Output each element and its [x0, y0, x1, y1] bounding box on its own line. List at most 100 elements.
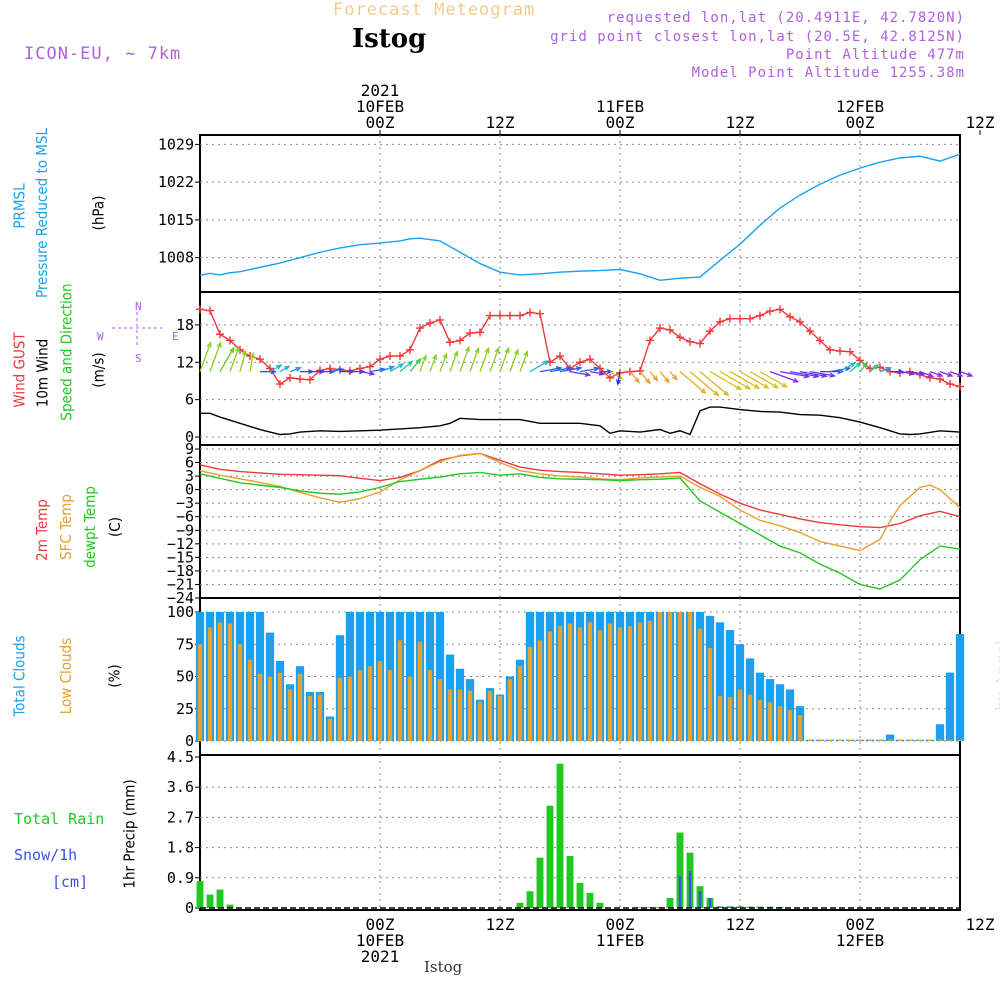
- gust-point: [696, 339, 704, 348]
- low-cloud-bar: [317, 694, 323, 741]
- ytick-label-clouds: 25: [176, 700, 194, 718]
- rain-bar: [636, 907, 644, 908]
- wind-arrow: [389, 363, 404, 373]
- ytick-label-temperature: −21: [167, 575, 194, 593]
- wind-arrow: [749, 371, 779, 389]
- wind-arrow-head: [484, 346, 490, 354]
- ytick-label-temperature: −3: [176, 494, 194, 512]
- wind-arrow: [239, 350, 247, 372]
- low-cloud-bar: [497, 695, 503, 741]
- low-cloud-bar: [817, 739, 823, 741]
- wind-arrow: [859, 362, 868, 373]
- low-cloud-bar: [827, 739, 833, 741]
- wind-arrow: [289, 367, 301, 373]
- low-cloud-bar: [897, 739, 903, 741]
- wind-arrow: [789, 370, 819, 378]
- rain-bar: [556, 763, 564, 908]
- wind-arrow: [729, 371, 760, 389]
- wind-arrow: [199, 342, 212, 372]
- wind-arrow-head: [616, 379, 622, 386]
- wind-arrow: [379, 366, 394, 373]
- wind-arrow-head: [442, 352, 448, 359]
- ytick-label-precip: 3.6: [167, 778, 194, 796]
- low-cloud-bar: [227, 623, 233, 741]
- ytick-label-clouds: 50: [176, 668, 194, 686]
- low-cloud-bar: [377, 661, 383, 741]
- total-cloud-bar: [935, 724, 945, 741]
- point-altitude: Point Altitude 477m: [785, 47, 965, 63]
- precip-snow-unit: [cm]: [52, 873, 89, 891]
- wind-arrow-head: [967, 372, 974, 377]
- gust-point: [496, 311, 504, 320]
- low-cloud-bar: [287, 689, 293, 741]
- wind-arrow: [719, 371, 751, 390]
- wind-arrow-head: [792, 377, 800, 383]
- top-tick-label: 12Z: [486, 113, 515, 132]
- wind-arrow: [409, 358, 422, 373]
- low-cloud-bar: [477, 702, 483, 741]
- low-cloud-bar: [867, 739, 873, 741]
- gust-point: [676, 333, 684, 342]
- low-cloud-bar: [397, 640, 403, 741]
- wind-arrow-head: [671, 374, 678, 381]
- compass-letter: E: [172, 330, 179, 343]
- low-cloud-bar: [467, 690, 473, 741]
- snow-bar: [708, 897, 712, 908]
- credit-watermark: by Angel: [992, 640, 1000, 712]
- low-cloud-bar: [627, 626, 633, 741]
- gust-point: [296, 375, 304, 384]
- gust-point: [766, 307, 774, 316]
- top-tick-label: 12Z: [966, 113, 995, 132]
- wind-arrow: [949, 371, 963, 377]
- gust-point: [396, 352, 404, 361]
- low-cloud-bar: [307, 695, 313, 741]
- low-cloud-bar: [727, 697, 733, 741]
- wind-arrow: [449, 351, 458, 372]
- ytick-label-wind: 18: [176, 316, 194, 334]
- wind-arrow-head: [713, 390, 720, 397]
- low-cloud-bar: [907, 739, 913, 741]
- low-cloud-bar: [647, 621, 653, 741]
- gust-point: [706, 327, 714, 336]
- rain-bar: [206, 894, 214, 908]
- low-cloud-bar: [297, 673, 303, 741]
- gust-point: [256, 355, 264, 364]
- bottom-tick-label: 2021: [361, 947, 400, 966]
- low-cloud-bar: [787, 710, 793, 741]
- total-cloud-bar: [955, 633, 965, 741]
- gust-point: [746, 314, 754, 323]
- total-cloud-bar: [715, 622, 725, 741]
- rain-bar: [596, 902, 604, 908]
- wind10-label: 10m Wind: [32, 338, 51, 408]
- gust-point: [436, 315, 444, 324]
- wind-arrow: [549, 367, 571, 373]
- wind-arrow: [909, 370, 924, 375]
- wind-arrow: [219, 347, 235, 372]
- wind-arrow: [459, 346, 470, 372]
- low-cloud-bar: [637, 622, 643, 741]
- low-cloud-bar: [777, 706, 783, 741]
- low-cloud-bar: [237, 644, 243, 741]
- rain-bar: [546, 805, 554, 908]
- precip-rain-label: Total Rain: [14, 810, 105, 828]
- wind-arrow-head: [359, 369, 366, 375]
- low-cloud-bar: [557, 626, 563, 741]
- top-tick-label: 12Z: [726, 113, 755, 132]
- wind-arrow: [439, 353, 448, 372]
- ytick-label-pressure: 1015: [158, 211, 194, 229]
- gust-point: [276, 380, 284, 389]
- gust-point: [756, 311, 764, 320]
- wind-arrow-head: [235, 345, 240, 353]
- low-cloud-bar: [427, 670, 433, 741]
- wind-arrow-head: [664, 377, 671, 384]
- wind-arrow-head: [398, 363, 405, 369]
- low-cloud-bar: [927, 739, 933, 741]
- wind-arrow-head: [276, 364, 283, 370]
- ytick-label-precip: 0: [185, 899, 194, 917]
- low-cloud-bar: [887, 739, 893, 741]
- clouds-low-label: Low Clouds: [57, 637, 76, 715]
- gust-point: [796, 317, 804, 326]
- low-cloud-bar: [567, 623, 573, 741]
- gust-point: [806, 327, 814, 336]
- wind-arrow-head: [206, 341, 212, 348]
